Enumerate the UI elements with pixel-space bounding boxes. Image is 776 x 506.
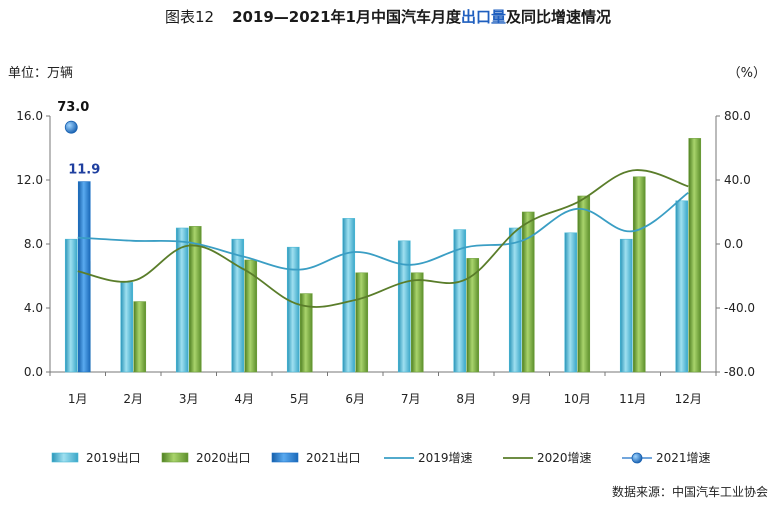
category-label: 2月	[123, 392, 143, 406]
bar-2019出口	[231, 238, 245, 373]
category-label: 5月	[290, 392, 310, 406]
category-label: 4月	[234, 392, 254, 406]
data-label-2021-export: 11.9	[68, 163, 100, 178]
bar-2019出口	[64, 238, 78, 373]
category-label: 3月	[179, 392, 199, 406]
bar-2019出口	[286, 246, 300, 373]
bar-2020出口	[466, 258, 480, 373]
category-label: 1月	[68, 392, 88, 406]
line-2020增速	[77, 169, 689, 308]
left-tick-label: 12.0	[16, 173, 43, 187]
legend-swatch	[161, 452, 189, 463]
right-axis-unit: （%）	[727, 66, 766, 81]
title-prefix: 图表12	[164, 8, 215, 26]
bar-2020出口	[688, 138, 702, 373]
right-tick-label: -40.0	[724, 301, 755, 315]
legend-swatch	[271, 452, 299, 463]
bar-2019出口	[453, 229, 467, 373]
bar-2019出口	[564, 232, 578, 373]
legend-label: 2020增速	[537, 451, 592, 465]
title-highlight: 出口量	[461, 8, 507, 26]
line-2019增速	[77, 192, 689, 271]
legend-swatch	[631, 452, 643, 464]
bar-2020出口	[355, 272, 369, 373]
bar-2019出口	[508, 227, 522, 373]
title-part2: 及同比增速情况	[506, 8, 612, 26]
category-label: 12月	[675, 392, 702, 406]
bar-2019出口	[397, 240, 411, 373]
chart-title: 图表12 2019—2021年1月中国汽车月度出口量及同比增速情况	[0, 6, 776, 27]
bar-2019出口	[675, 200, 689, 373]
left-tick-label: 16.0	[16, 109, 43, 123]
bar-2021出口	[77, 181, 91, 373]
bar-2020出口	[410, 272, 424, 373]
category-label: 9月	[512, 392, 532, 406]
right-tick-label: -80.0	[724, 365, 755, 379]
bar-2020出口	[188, 226, 202, 373]
bar-2020出口	[521, 211, 535, 373]
right-tick-label: 80.0	[724, 109, 751, 123]
bar-2020出口	[244, 259, 258, 373]
category-label: 10月	[564, 392, 591, 406]
bar-2020出口	[577, 195, 591, 373]
legend-swatch	[51, 452, 79, 463]
category-label: 6月	[345, 392, 365, 406]
data-label-2021-growth: 73.0	[57, 100, 89, 115]
left-tick-label: 8.0	[24, 237, 43, 251]
bar-2019出口	[175, 227, 189, 373]
bar-2020出口	[299, 293, 313, 373]
data-source: 数据来源：中国汽车工业协会	[611, 485, 768, 499]
right-tick-label: 0.0	[724, 237, 743, 251]
legend-label: 2019出口	[86, 451, 141, 465]
category-label: 8月	[456, 392, 476, 406]
legend-label: 2021增速	[656, 451, 711, 465]
left-axis-unit: 单位：万辆	[8, 66, 74, 81]
bar-2019出口	[120, 282, 134, 373]
legend-label: 2021出口	[306, 451, 361, 465]
category-label: 7月	[401, 392, 421, 406]
bar-2019出口	[342, 218, 356, 373]
bar-2019出口	[619, 238, 633, 373]
category-label: 11月	[619, 392, 646, 406]
point-2021增速	[64, 120, 78, 134]
right-tick-label: 40.0	[724, 173, 751, 187]
title-part1: 2019—2021年1月中国汽车月度	[232, 8, 461, 26]
bar-2020出口	[632, 176, 646, 373]
legend-label: 2019增速	[418, 451, 473, 465]
left-tick-label: 4.0	[24, 301, 43, 315]
bar-2020出口	[133, 301, 147, 373]
legend-label: 2020出口	[196, 451, 251, 465]
left-tick-label: 0.0	[24, 365, 43, 379]
